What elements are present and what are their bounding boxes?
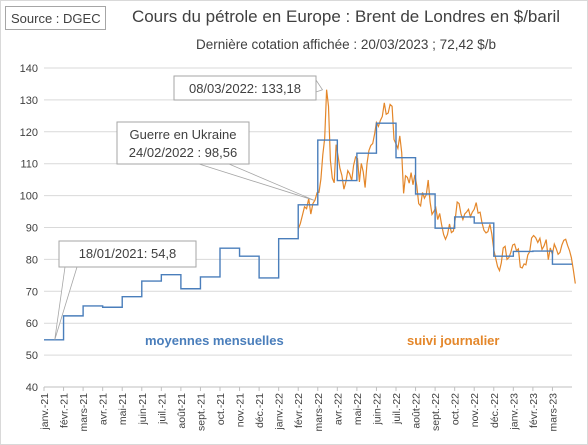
callout-box [173,75,317,101]
x-tick-label: oct.-22 [450,393,462,425]
annotations: 18/01/2021: 54,8 Guerre en Ukraine 24/02/2… [54,75,324,340]
callout-text: 08/03/2022: 133,18 [189,81,301,96]
y-tick-label: 110 [20,159,38,171]
x-tick-label: juil.-22 [391,393,403,425]
callout-pointer [198,163,315,201]
chart-title: Cours du pétrole en Europe : Brent de Lo… [131,7,561,26]
x-tick-label: avr.-22 [332,393,344,425]
daily-price-line [297,89,576,284]
y-tick-label: 130 [20,95,38,107]
x-tick-label: mars-23 [547,393,559,432]
x-tick-label: mars-22 [313,393,325,432]
x-tick-label: mars-21 [78,393,90,432]
callout-pointer [54,266,78,340]
x-tick-label: avr.-21 [98,393,110,425]
callout-box [116,121,250,165]
chart-subtitle: Dernière cotation affichée : 20/03/2023 … [196,37,496,52]
x-tick-label: sept.-21 [195,393,207,431]
x-tick-label: janv.-22 [274,393,286,431]
y-tick-label: 40 [26,382,38,394]
x-tick-label: nov.-22 [469,393,481,427]
callout-pointer [315,78,324,93]
monthly-series [44,122,572,341]
x-tick-label: sept.-22 [430,393,442,431]
x-tick-label: déc.-21 [254,393,266,428]
x-tick-label: août-21 [176,393,188,429]
y-tick-label: 80 [26,254,38,266]
y-tick-label: 90 [26,223,38,235]
x-tick-label: mai-22 [352,393,364,425]
y-tick-label: 60 [26,318,38,330]
x-tick-label: août-22 [411,393,423,429]
callout-text: 18/01/2021: 54,8 [79,246,177,261]
y-tick-label: 100 [20,191,38,203]
x-tick-label: juin-21 [137,393,149,426]
x-axis-ticks: janv.-21 févr.-21 mars-21 avr.-21 mai-21 juin… [39,387,559,432]
monthly-average-line [44,122,572,341]
callout-box [58,240,197,268]
y-tick-label: 70 [26,286,38,298]
x-tick-label: janv.-21 [39,393,51,431]
y-tick-label: 50 [26,350,38,362]
label-daily-tracking: suivi journalier [407,333,499,348]
x-tick-label: mai-21 [117,393,129,425]
x-tick-label: juil.-21 [156,393,168,425]
y-tick-label: 140 [20,63,38,75]
x-tick-label: janv.-23 [508,393,520,431]
daily-series [297,89,576,284]
x-tick-label: juin-22 [371,393,383,426]
inline-labels: moyennes mensuelles suivi journalier [145,333,499,348]
x-tick-label: déc.-22 [489,393,501,428]
source-label: Source : DGEC [5,6,106,30]
x-tick-label: nov.-21 [235,393,247,427]
y-axis-ticks: 40 50 60 70 80 90 100 110 120 130 140 [20,63,38,394]
x-tick-label: févr.-21 [59,393,71,428]
x-tick-label: févr.-22 [293,393,305,428]
y-tick-label: 120 [20,127,38,139]
x-tick-label: oct.-21 [215,393,227,425]
callout-text: 24/02/2022 : 98,56 [129,145,237,160]
x-tick-label: févr.-23 [528,393,540,428]
callout-text: Guerre en Ukraine [130,127,237,142]
label-monthly-averages: moyennes mensuelles [145,333,284,348]
